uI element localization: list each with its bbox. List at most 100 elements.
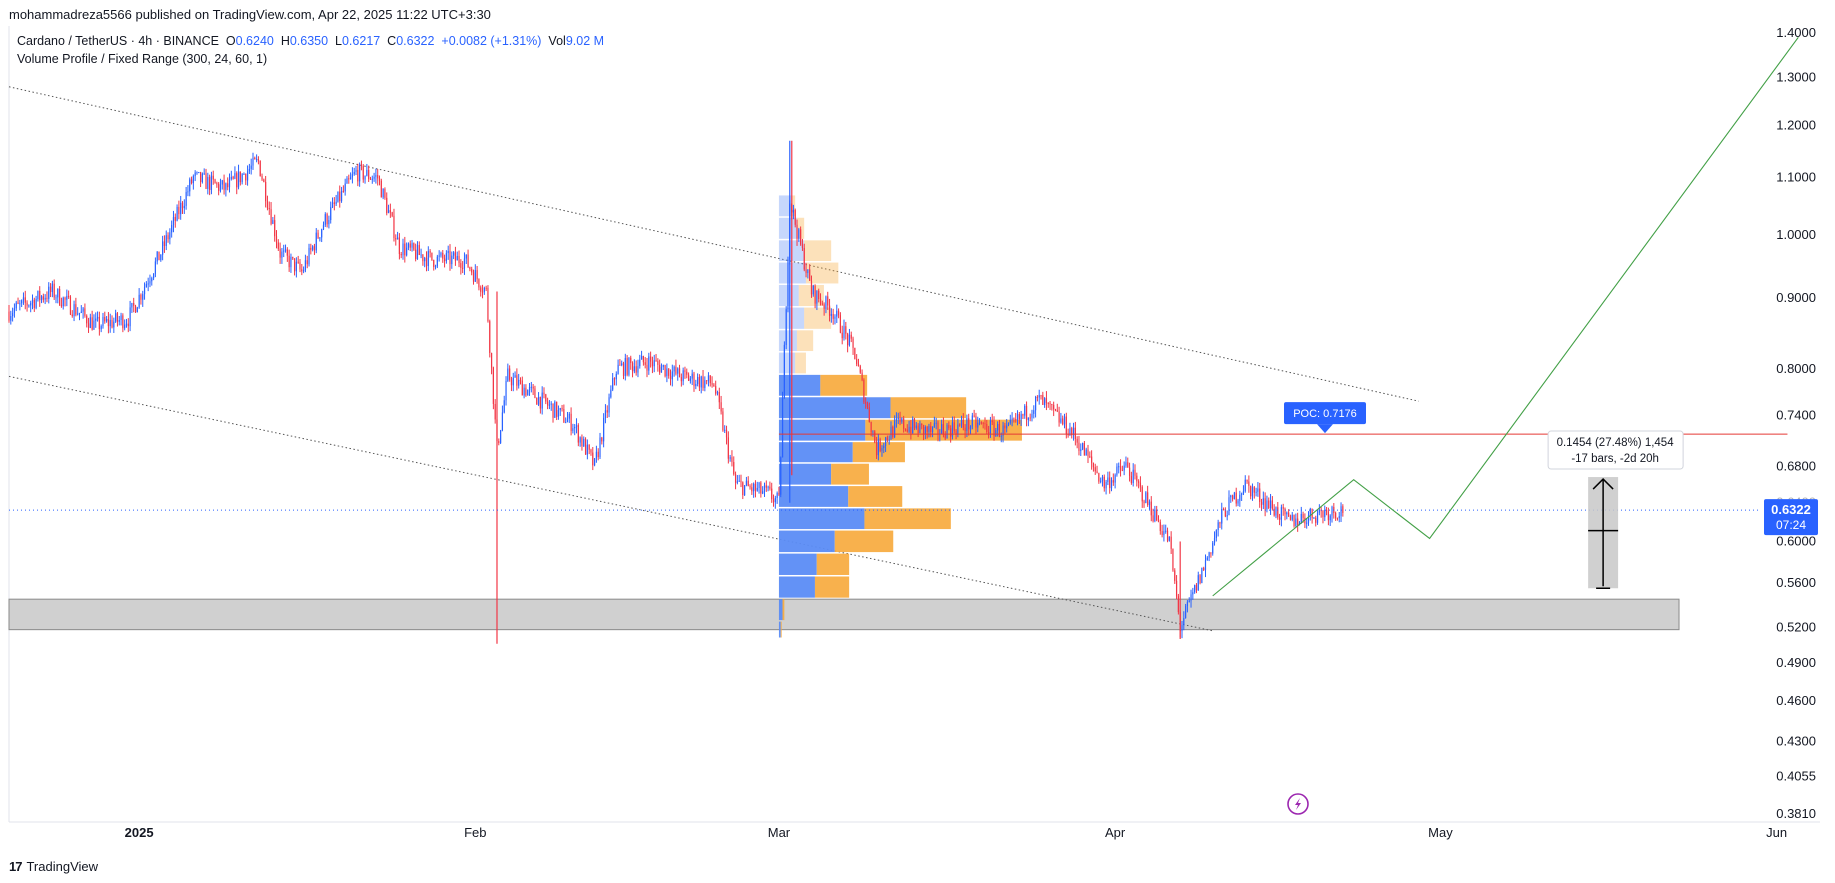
candle-body xyxy=(467,254,469,268)
candle-body xyxy=(1150,501,1152,516)
current-price-badge[interactable] xyxy=(1764,499,1818,536)
candle-body xyxy=(165,235,167,246)
candle-body xyxy=(1228,497,1230,516)
candle-body xyxy=(650,356,652,362)
candle-body xyxy=(125,323,128,325)
candle-body xyxy=(635,366,637,373)
candle-body xyxy=(722,411,724,431)
candle-body xyxy=(87,323,90,328)
candle-body xyxy=(279,248,281,258)
candle-body xyxy=(393,215,395,239)
volume-profile-down-bar xyxy=(805,262,839,284)
volume-profile-down-bar xyxy=(780,621,782,638)
candle-body xyxy=(330,207,332,221)
lightning-icon[interactable] xyxy=(1287,793,1309,815)
candle-body xyxy=(1071,428,1073,436)
candle-body xyxy=(554,401,556,418)
poc-label[interactable]: POC: 0.7176 xyxy=(1293,408,1357,420)
candle-body xyxy=(245,173,247,181)
y-tick-label: 0.4055 xyxy=(1776,769,1816,784)
candle-body xyxy=(559,408,561,410)
candle-body xyxy=(1186,602,1189,607)
candle-body xyxy=(771,488,773,500)
channel-lower-trendline[interactable] xyxy=(8,375,1213,632)
candle-body xyxy=(492,367,494,404)
candle-body xyxy=(518,379,520,386)
open-label: O xyxy=(225,34,236,48)
indicator-legend[interactable]: Volume Profile / Fixed Range (300, 24, 6… xyxy=(17,52,268,66)
candle-body xyxy=(100,326,102,330)
candle-body xyxy=(1262,498,1264,505)
y-tick-label: 1.0000 xyxy=(1776,227,1816,242)
candle-body xyxy=(1080,449,1082,451)
candle-body xyxy=(1264,498,1266,510)
candle-body xyxy=(503,400,505,413)
candle-body xyxy=(1089,456,1091,458)
candle-body xyxy=(270,209,272,224)
candle-body xyxy=(442,252,444,259)
candle-body xyxy=(850,334,852,339)
candle-body xyxy=(1325,510,1328,512)
candle-body xyxy=(413,243,415,250)
candle-body xyxy=(507,368,509,382)
candle-body xyxy=(736,481,738,483)
high-value: 0.6350 xyxy=(289,34,329,48)
candle-body xyxy=(118,320,120,322)
candle-body xyxy=(545,394,547,402)
candle-body xyxy=(548,404,551,406)
candle-body xyxy=(814,285,816,304)
symbol-title[interactable]: Cardano / TetherUS · 4h · BINANCE xyxy=(17,34,219,48)
candle-body xyxy=(21,300,23,304)
candle-body xyxy=(601,437,603,442)
candle-body xyxy=(154,261,156,274)
candle-body xyxy=(290,256,292,268)
candle-body xyxy=(342,190,344,192)
candle-body xyxy=(1244,479,1246,492)
candle-body xyxy=(859,366,861,373)
candle-body xyxy=(324,214,326,225)
candle-body xyxy=(787,259,789,310)
candle-body xyxy=(805,269,807,274)
candle-body xyxy=(1313,517,1315,519)
high-label: H xyxy=(280,34,290,48)
candle-body xyxy=(903,418,905,429)
candle-body xyxy=(527,390,529,396)
candle-body xyxy=(955,430,957,435)
candle-body xyxy=(830,313,832,316)
candle-body xyxy=(711,383,713,385)
candle-body xyxy=(733,462,735,475)
candle-body xyxy=(776,492,778,498)
candle-body xyxy=(1183,618,1185,626)
candle-body xyxy=(1098,473,1100,482)
candle-body xyxy=(935,422,937,424)
candle-body xyxy=(1212,542,1214,554)
poc-label-box[interactable] xyxy=(1284,402,1366,425)
measure-info-box[interactable] xyxy=(1547,430,1684,470)
candle-body xyxy=(1034,396,1037,411)
volume-profile-down-bar xyxy=(864,508,951,530)
projection-path[interactable] xyxy=(1212,36,1799,597)
candle-body xyxy=(510,379,513,386)
candle-body xyxy=(659,364,661,373)
candle-body xyxy=(1217,522,1219,531)
candle-body xyxy=(942,424,945,435)
candle-body xyxy=(48,286,50,299)
candle-body xyxy=(633,366,635,372)
candle-body xyxy=(1065,416,1067,434)
candle-body xyxy=(162,241,164,255)
candle-body xyxy=(951,422,954,437)
candle-body xyxy=(1006,425,1008,429)
volume-value: 9.02 M xyxy=(565,34,605,48)
candle-body xyxy=(975,416,977,428)
candle-body xyxy=(192,176,194,184)
y-tick-label: 0.6800 xyxy=(1776,458,1816,473)
candle-body xyxy=(1002,425,1004,436)
candle-body xyxy=(879,439,881,451)
support-zone[interactable] xyxy=(8,598,1680,631)
candle-body xyxy=(37,290,39,299)
candle-body xyxy=(1141,486,1143,502)
candle-body xyxy=(1157,520,1160,523)
channel-upper-trendline[interactable] xyxy=(8,86,1419,402)
candle-body xyxy=(803,247,805,270)
